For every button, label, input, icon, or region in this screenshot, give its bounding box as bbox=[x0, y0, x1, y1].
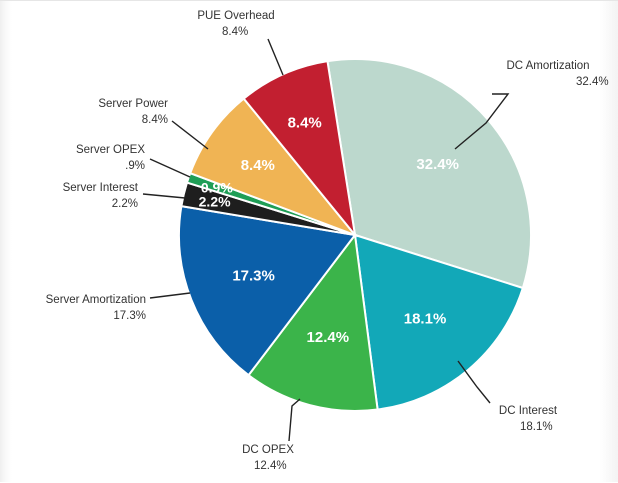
slice-dc-opex bbox=[247, 232, 379, 412]
leader-line-dc-amortization bbox=[454, 93, 510, 150]
slice-value-label-pue-overhead: 8.4% bbox=[288, 115, 322, 132]
category-name-server-opex: Server OPEX bbox=[76, 144, 145, 156]
slice-value-label-dc-interest: 18.1% bbox=[404, 311, 447, 328]
slice-server-power bbox=[188, 97, 359, 238]
category-percent-dc-interest: 18.1% bbox=[520, 421, 553, 433]
category-percent-server-opex: .9% bbox=[125, 160, 145, 172]
category-percent-server-power: 8.4% bbox=[142, 114, 168, 126]
leader-line-dc-interest bbox=[457, 360, 491, 404]
category-name-dc-interest: DC Interest bbox=[499, 405, 558, 417]
slice-value-label-server-power: 8.4% bbox=[241, 157, 275, 174]
category-percent-dc-opex: 12.4% bbox=[254, 460, 287, 472]
leader-line-server-interest bbox=[142, 193, 186, 199]
slice-dc-interest bbox=[353, 233, 525, 411]
leader-line-pue-overhead bbox=[267, 38, 284, 76]
leader-line-dc-opex bbox=[288, 398, 301, 442]
leader-line-server-power bbox=[171, 120, 209, 150]
category-name-server-interest: Server Interest bbox=[63, 182, 139, 194]
category-name-server-power: Server Power bbox=[98, 98, 168, 110]
category-name-dc-amortization: DC Amortization bbox=[506, 60, 589, 72]
slice-value-label-dc-opex: 12.4% bbox=[307, 329, 350, 346]
category-name-server-amortization: Server Amortization bbox=[46, 294, 146, 306]
category-percent-server-interest: 2.2% bbox=[112, 198, 138, 210]
category-labels: DC Amortization 32.4% DC Interest 18.1% DC O… bbox=[46, 10, 609, 472]
category-percent-server-amortization: 17.3% bbox=[113, 310, 146, 322]
slice-value-label-dc-amortization: 32.4% bbox=[416, 156, 459, 173]
leader-lines bbox=[142, 38, 510, 442]
slice-server-amortization bbox=[178, 205, 357, 377]
category-name-dc-opex: DC OPEX bbox=[242, 444, 294, 456]
category-percent-pue-overhead: 8.4% bbox=[222, 26, 248, 38]
leader-line-server-opex bbox=[149, 158, 191, 178]
category-percent-dc-amortization: 32.4% bbox=[576, 76, 609, 88]
category-name-pue-overhead: PUE Overhead bbox=[197, 10, 274, 22]
slice-value-label-server-amortization: 17.3% bbox=[232, 267, 275, 284]
pie-slices bbox=[178, 58, 532, 412]
slice-value-label-server-interest: 2.2% bbox=[199, 194, 231, 210]
slice-value-labels: 32.4% 18.1% 12.4% 17.3% 2.2%0.9% 8.4% 8.4% bbox=[199, 115, 459, 346]
leader-line-server-amortization bbox=[149, 292, 191, 299]
slice-value-label-server-opex: 0.9% bbox=[201, 180, 233, 196]
